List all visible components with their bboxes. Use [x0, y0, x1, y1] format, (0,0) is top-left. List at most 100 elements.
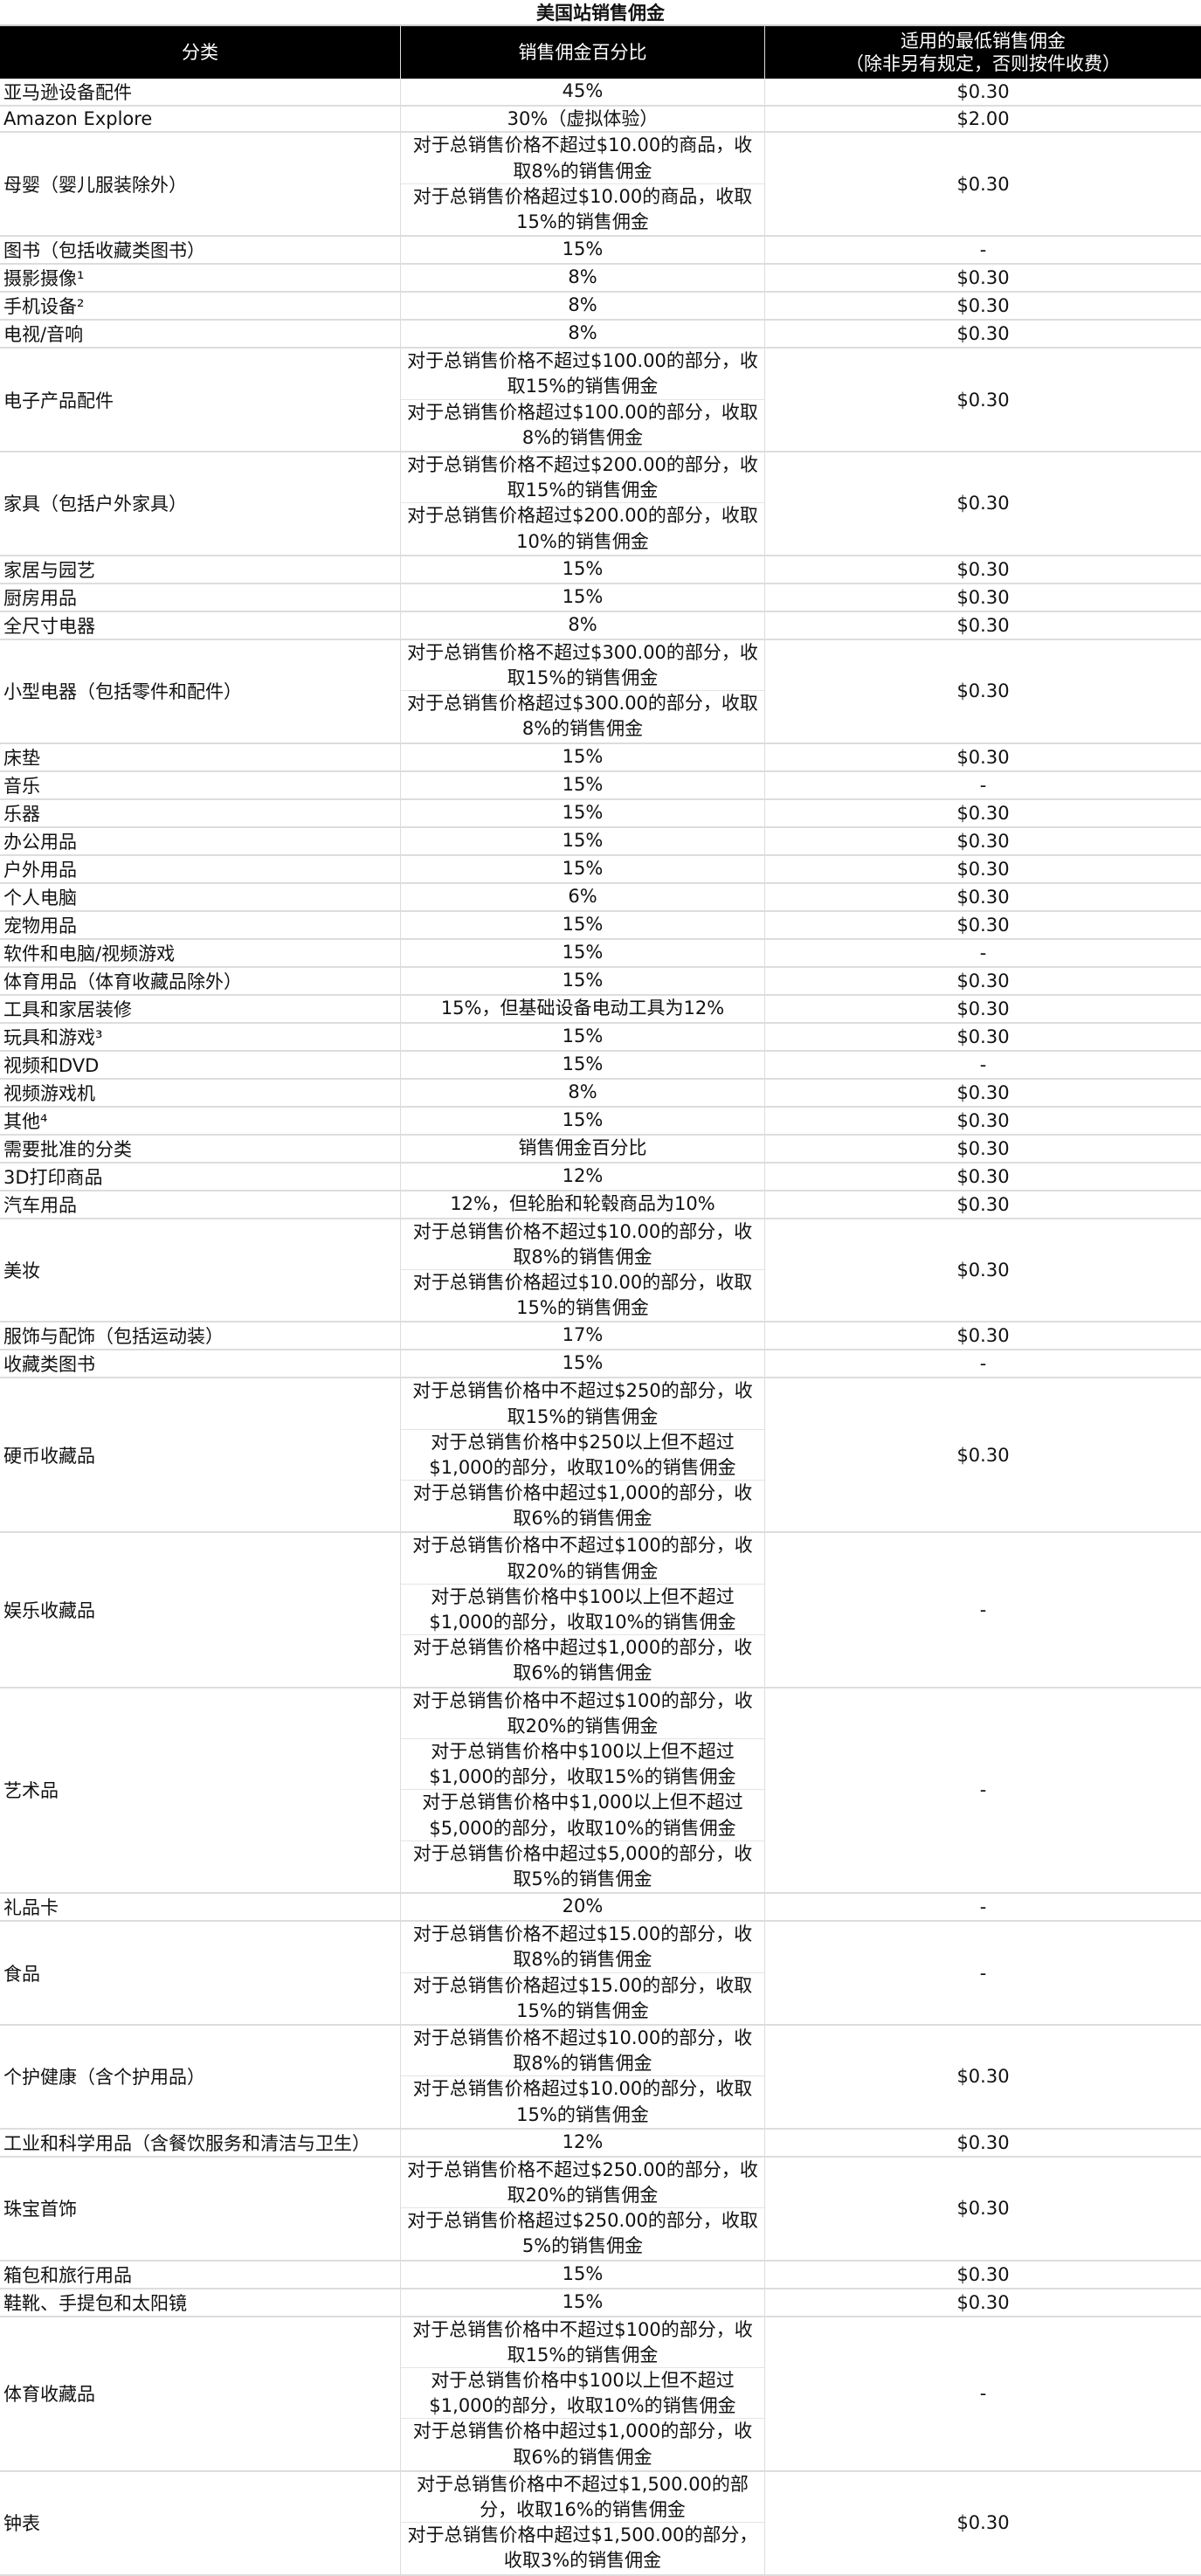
rate-text: 对于总销售价格不超过$200.00的部分，收取15%的销售佣金 — [401, 452, 764, 504]
rate-cell: 15% — [400, 556, 764, 583]
table-row: 户外用品 15% $0.30 — [0, 855, 1201, 884]
category-cell: 个护健康（含个护用品） — [3, 2067, 205, 2089]
category-cell: 体育用品（体育收藏品除外） — [3, 970, 242, 992]
category-cell: 户外用品 — [3, 859, 77, 881]
rate-text: 8% — [568, 322, 597, 344]
rate-cell: 15% — [400, 743, 764, 770]
header-minimum-line2: （除非另有规定，否则按件收费） — [846, 53, 1121, 74]
rate-cell: 15% — [400, 1107, 764, 1134]
rate-cell: 15% — [400, 827, 764, 854]
category-cell: Amazon Explore — [3, 108, 153, 130]
category-cell: 工业和科学用品（含餐饮服务和清洁与卫生） — [3, 2132, 370, 2154]
table-row: 珠宝首饰 对于总销售价格不超过$250.00的部分，收取20%的销售佣金 对于总销售… — [0, 2157, 1201, 2262]
category-cell: 服饰与配饰（包括运动装） — [3, 1326, 224, 1348]
rate-text: 对于总销售价格超过$200.00的部分，收取10%的销售佣金 — [407, 505, 758, 552]
category-cell: 箱包和旅行用品 — [3, 2264, 132, 2286]
minimum-fee-cell: $0.30 — [764, 855, 1201, 882]
table-row: 玩具和游戏³ 15% $0.30 — [0, 1023, 1201, 1052]
table-row: 视频和DVD 15% - — [0, 1051, 1201, 1080]
minimum-fee-cell: $0.30 — [764, 1191, 1201, 1218]
minimum-fee-cell: $0.30 — [764, 293, 1201, 320]
table-row: 母婴（婴儿服装除外） 对于总销售价格不超过$10.00的商品，收取8%的销售佣金对… — [0, 133, 1201, 238]
rate-cell: 15% — [400, 2261, 764, 2288]
rate-cell: 30%（虚拟体验） — [400, 107, 764, 132]
minimum-fee-cell: $0.30 — [764, 1135, 1201, 1162]
rate-cell: 对于总销售价格不超过$10.00的商品，收取8%的销售佣金 对于总销售价格超过$1… — [400, 133, 764, 236]
rate-text: 8% — [568, 294, 597, 316]
category-cell: 其他⁴ — [3, 1110, 48, 1132]
rate-cell: 8% — [400, 1079, 764, 1106]
table-row: 摄影摄像¹ 8% $0.30 — [0, 265, 1201, 294]
minimum-fee-cell: $0.30 — [764, 995, 1201, 1022]
category-cell: 家居与园艺 — [3, 559, 95, 581]
rate-text: 8% — [568, 613, 597, 635]
rate-text: 15% — [562, 773, 604, 795]
rate-text: 15% — [562, 1025, 604, 1046]
rate-cell: 15% — [400, 939, 764, 966]
minimum-fee-cell: $0.30 — [764, 2025, 1201, 2128]
rate-text: 15% — [562, 829, 604, 851]
rate-cell: 15% — [400, 1051, 764, 1078]
table-body: 亚马逊设备配件 45% $0.30 Amazon Explore 30%（虚拟体验） $2… — [0, 79, 1201, 2576]
rate-text: 12%，但轮胎和轮毂商品为10% — [450, 1192, 715, 1214]
category-cell: 电子产品配件 — [3, 390, 114, 411]
rate-cell: 对于总销售价格不超过$100.00的部分，收取15%的销售佣金 对于总销售价格超过… — [400, 349, 764, 451]
rate-text: 对于总销售价格超过$100.00的部分，收取8%的销售佣金 — [407, 401, 758, 448]
rate-cell: 对于总销售价格中不超过$100的部分，收取20%的销售佣金 对于总销售价格中$10… — [400, 1533, 764, 1687]
table-row: 乐器 15% $0.30 — [0, 799, 1201, 828]
rate-text: 15% — [562, 585, 604, 607]
rate-cell: 8% — [400, 293, 764, 320]
minimum-fee-cell: $0.30 — [764, 79, 1201, 105]
rate-cell: 15% — [400, 771, 764, 798]
rate-cell: 15% — [400, 967, 764, 994]
rate-cell: 12%，但轮胎和轮毂商品为10% — [400, 1191, 764, 1218]
category-cell: 食品 — [3, 1963, 40, 1985]
rate-text: 对于总销售价格超过$10.00的部分，收取15%的销售佣金 — [412, 2078, 753, 2125]
category-cell: 玩具和游戏³ — [3, 1026, 103, 1048]
minimum-fee-cell: $0.30 — [764, 799, 1201, 826]
table-row: 收藏类图书 15% - — [0, 1350, 1201, 1379]
rate-cell: 对于总销售价格不超过$200.00的部分，收取15%的销售佣金 对于总销售价格超过… — [400, 452, 764, 555]
table-row: 美妆 对于总销售价格不超过$10.00的部分，收取8%的销售佣金 对于总销售价格超过… — [0, 1219, 1201, 1323]
table-row: 礼品卡 20% - — [0, 1894, 1201, 1923]
minimum-fee-cell: $0.30 — [764, 639, 1201, 742]
table-row: 体育收藏品 对于总销售价格中不超过$100的部分，收取15%的销售佣金 对于总销售价… — [0, 2317, 1201, 2472]
rate-text: 对于总销售价格中不超过$250的部分，收取15%的销售佣金 — [401, 1378, 764, 1430]
category-cell: 电视/音响 — [3, 324, 84, 346]
category-cell: 视频和DVD — [3, 1054, 100, 1076]
rate-cell: 对于总销售价格中不超过$100的部分，收取15%的销售佣金 对于总销售价格中$10… — [400, 2317, 764, 2470]
table-row: 宠物用品 15% $0.30 — [0, 911, 1201, 940]
rate-cell: 对于总销售价格中不超过$100的部分，收取20%的销售佣金 对于总销售价格中$10… — [400, 1688, 764, 1893]
table-row: 工业和科学用品（含餐饮服务和清洁与卫生） 12% $0.30 — [0, 2129, 1201, 2158]
rate-text: 15% — [562, 238, 604, 260]
rate-text: 对于总销售价格不超过$10.00的商品，收取8%的销售佣金 — [401, 133, 764, 184]
rate-cell: 对于总销售价格不超过$15.00的部分，收取8%的销售佣金 对于总销售价格超过$1… — [400, 1922, 764, 2024]
rate-cell: 8% — [400, 265, 764, 292]
minimum-fee-cell: - — [764, 939, 1201, 966]
rate-text: 对于总销售价格中超过$1,500.00的部分，收取3%的销售佣金 — [407, 2524, 758, 2572]
table-row: 全尺寸电器 8% $0.30 — [0, 611, 1201, 640]
rate-text: 对于总销售价格不超过$15.00的部分，收取8%的销售佣金 — [401, 1922, 764, 1973]
minimum-fee-cell: $0.30 — [764, 1079, 1201, 1106]
category-cell: 珠宝首饰 — [3, 2199, 77, 2220]
rate-cell: 12% — [400, 2129, 764, 2156]
rate-text: 15% — [562, 1108, 604, 1130]
rate-text: 对于总销售价格中不超过$100的部分，收取15%的销售佣金 — [401, 2317, 764, 2368]
category-cell: 娱乐收藏品 — [3, 1600, 95, 1622]
rate-cell: 15% — [400, 799, 764, 826]
table-row: 3D打印商品 12% $0.30 — [0, 1163, 1201, 1191]
category-cell: 床垫 — [3, 747, 40, 769]
minimum-fee-cell: $2.00 — [764, 107, 1201, 132]
minimum-fee-cell: - — [764, 2317, 1201, 2470]
rate-text: 8% — [568, 266, 597, 288]
table-row: 电视/音响 8% $0.30 — [0, 321, 1201, 349]
table-row: 汽车用品 12%，但轮胎和轮毂商品为10% $0.30 — [0, 1191, 1201, 1219]
rate-text: 17% — [562, 1324, 604, 1346]
header-minimum: 适用的最低销售佣金 （除非另有规定，否则按件收费） — [764, 26, 1201, 79]
category-cell: 办公用品 — [3, 831, 77, 853]
minimum-fee-cell: - — [764, 1350, 1201, 1378]
minimum-fee-cell: $0.30 — [764, 2157, 1201, 2260]
rate-cell: 对于总销售价格不超过$10.00的部分，收取8%的销售佣金 对于总销售价格超过$1… — [400, 2025, 764, 2128]
rate-text: 15% — [562, 969, 604, 991]
table-row: 厨房用品 15% $0.30 — [0, 584, 1201, 612]
